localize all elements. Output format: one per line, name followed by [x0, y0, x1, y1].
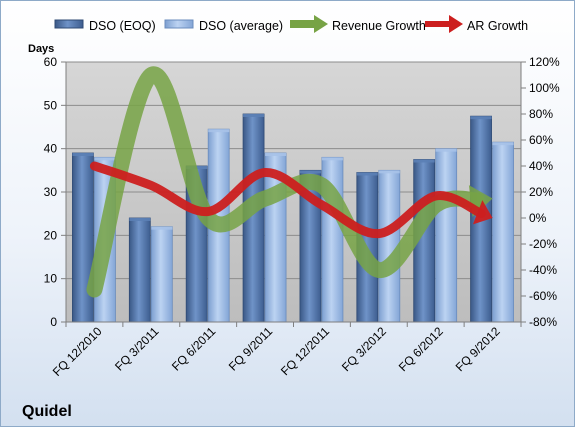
y2-tick-label: 60% — [529, 133, 553, 147]
bar-cap — [265, 153, 287, 156]
bar-cap — [72, 153, 94, 156]
y-tick-label: 20 — [44, 228, 58, 242]
y-tick-label: 40 — [44, 142, 58, 156]
bar-cap — [243, 114, 265, 117]
legend-swatch — [164, 19, 194, 29]
y-tick-label: 30 — [44, 185, 58, 199]
y2-tick-label: 80% — [529, 107, 553, 121]
bar-cap — [321, 157, 343, 161]
y2-tick-label: 100% — [529, 81, 560, 95]
bar-cap — [435, 148, 457, 152]
bar-dso-average — [492, 141, 514, 323]
legend-label: Revenue Growth — [332, 19, 426, 33]
y-tick-label: 0 — [50, 315, 57, 329]
bar-cap — [356, 172, 378, 176]
y2-tick-label: -20% — [529, 237, 557, 251]
legend-swatch — [54, 19, 84, 29]
legend-label: AR Growth — [467, 19, 528, 33]
y2-tick-label: -80% — [529, 315, 557, 329]
line-group — [86, 66, 493, 298]
ar-growth-arrowhead — [472, 200, 493, 225]
bar-dso-eoq — [128, 217, 151, 323]
y2-tick-label: -60% — [529, 289, 557, 303]
bar-dso-average — [435, 148, 458, 323]
revenue-growth-line — [86, 66, 485, 298]
y2-tick-label: 40% — [529, 159, 553, 173]
ar-growth-line — [89, 161, 486, 239]
y2-tick-label: 20% — [529, 185, 553, 199]
bar-cap — [413, 159, 435, 163]
bar-dso-eoq — [72, 152, 94, 323]
legend: DSO (EOQ) DSO (average) Revenue Growth AR G… — [54, 15, 528, 33]
legend-label: DSO (average) — [199, 19, 283, 33]
y2-tick-label: 0% — [529, 211, 547, 225]
y-tick-label: 10 — [44, 272, 58, 286]
company-name: Quidel — [22, 403, 72, 420]
bar-cap — [208, 129, 230, 133]
y-tick-label: 50 — [44, 98, 58, 112]
y2-tick-label: 120% — [529, 55, 560, 69]
y2-tick-label: -40% — [529, 263, 557, 277]
bar-cap — [151, 226, 173, 230]
bar-cap — [299, 170, 321, 174]
bar-cap — [94, 157, 116, 161]
bar-cap — [492, 142, 514, 146]
legend-label: DSO (EOQ) — [89, 19, 156, 33]
bar-cap — [470, 116, 492, 120]
bar-dso-average — [150, 226, 173, 323]
legend-swatch-arrow — [449, 15, 463, 33]
bar-cap — [129, 218, 151, 221]
bar-cap — [378, 170, 400, 174]
y-axis-label: Days — [28, 43, 54, 55]
legend-swatch-arrow — [314, 15, 328, 33]
y-tick-label: 60 — [44, 55, 58, 69]
